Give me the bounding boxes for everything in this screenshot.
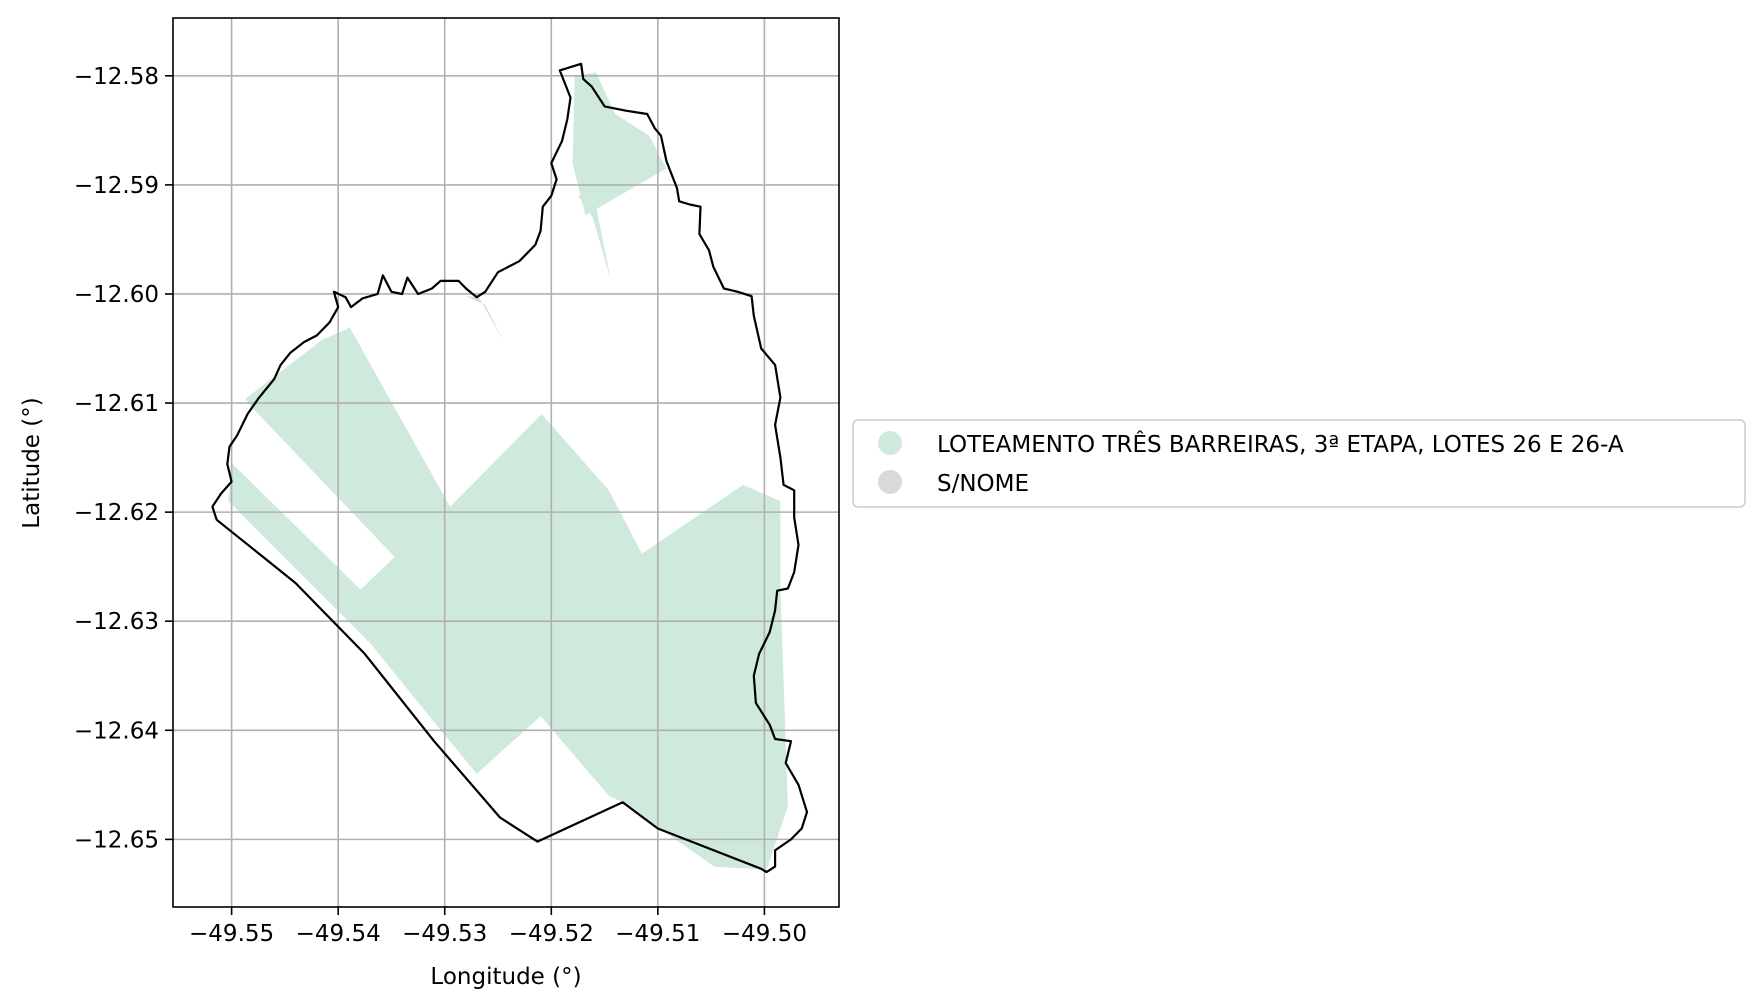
regions-layer — [228, 72, 788, 870]
y-tick-label: −12.63 — [74, 609, 159, 635]
region-loteamento — [577, 195, 611, 281]
y-tick-label: −12.62 — [74, 500, 159, 526]
legend-label: LOTEAMENTO TRÊS BARREIRAS, 3ª ETAPA, LOT… — [937, 430, 1624, 458]
x-axis-label: Longitude (°) — [430, 964, 581, 990]
legend: LOTEAMENTO TRÊS BARREIRAS, 3ª ETAPA, LOT… — [852, 419, 1746, 508]
y-tick-label: −12.65 — [74, 827, 159, 853]
x-tick-label: −49.52 — [509, 921, 594, 947]
y-tick-label: −12.59 — [74, 173, 159, 199]
municipality-boundary — [211, 62, 809, 874]
region-s-nome — [466, 296, 504, 341]
x-tick-label: −49.51 — [615, 921, 700, 947]
region-loteamento — [228, 327, 788, 870]
y-tick-label: −12.64 — [74, 718, 159, 744]
y-axis-label: Latitude (°) — [19, 397, 45, 528]
y-tick-label: −12.61 — [74, 391, 159, 417]
legend-label: S/NOME — [937, 471, 1029, 497]
plot-area — [172, 17, 840, 908]
legend-marker — [878, 431, 902, 455]
x-tick-label: −49.54 — [296, 921, 381, 947]
legend-marker — [878, 470, 902, 494]
axes-frame — [172, 17, 840, 908]
y-tick-label: −12.58 — [74, 64, 159, 90]
y-tick-label: −12.60 — [74, 282, 159, 308]
grid-layer — [173, 18, 839, 907]
x-tick-label: −49.50 — [722, 921, 807, 947]
x-axis: −49.55 −49.54 −49.53 −49.52 −49.51 −49.50 — [189, 907, 807, 947]
legend-frame — [852, 419, 1746, 508]
region-loteamento — [572, 72, 667, 216]
x-tick-label: −49.53 — [402, 921, 487, 947]
y-axis: −12.58 −12.59 −12.60 −12.61 −12.62 −12.63 −12.… — [74, 64, 173, 853]
x-tick-label: −49.55 — [189, 921, 274, 947]
